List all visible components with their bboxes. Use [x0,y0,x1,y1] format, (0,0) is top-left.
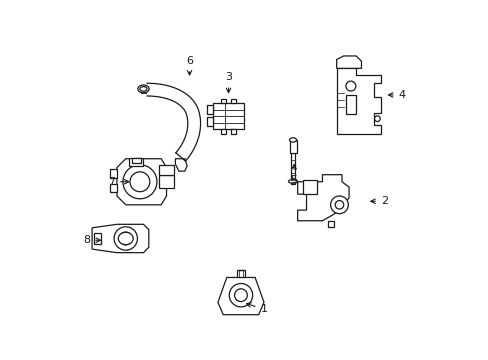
Bar [327,221,333,227]
Bar [110,169,117,178]
Polygon shape [92,224,148,253]
Circle shape [335,201,343,209]
Bar [132,158,141,163]
Polygon shape [117,159,166,205]
Text: 2: 2 [370,196,387,206]
Bar [159,166,173,175]
Ellipse shape [140,87,147,91]
Text: 7: 7 [108,177,128,187]
Text: 3: 3 [224,72,232,93]
Circle shape [130,172,149,192]
Bar [303,180,317,194]
Polygon shape [218,278,264,315]
Text: 5: 5 [290,165,297,185]
Bar [290,153,295,184]
Bar [94,233,101,244]
Bar [110,184,117,192]
Polygon shape [336,68,380,134]
Bar [159,175,173,188]
Text: 4: 4 [388,90,405,100]
Bar [129,158,143,166]
Bar [231,99,236,103]
Text: 1: 1 [246,303,267,314]
Bar [207,117,213,126]
Circle shape [229,283,252,307]
Bar [289,140,296,153]
Polygon shape [336,56,361,68]
Circle shape [119,232,132,245]
Polygon shape [297,175,348,221]
Circle shape [234,289,247,302]
Bar [345,95,355,114]
Circle shape [330,196,347,214]
Ellipse shape [118,232,133,245]
Text: 6: 6 [185,56,193,75]
Ellipse shape [288,180,297,183]
Polygon shape [175,159,187,171]
Bar [231,130,236,134]
Bar [221,130,226,134]
Circle shape [114,227,137,250]
Text: 8: 8 [83,235,100,245]
Ellipse shape [138,85,149,93]
Ellipse shape [289,138,296,142]
Circle shape [122,165,157,199]
Bar [207,105,213,114]
Circle shape [345,81,355,91]
Bar [221,99,226,103]
Bar [213,103,243,130]
Circle shape [374,116,380,122]
Bar [236,270,244,278]
